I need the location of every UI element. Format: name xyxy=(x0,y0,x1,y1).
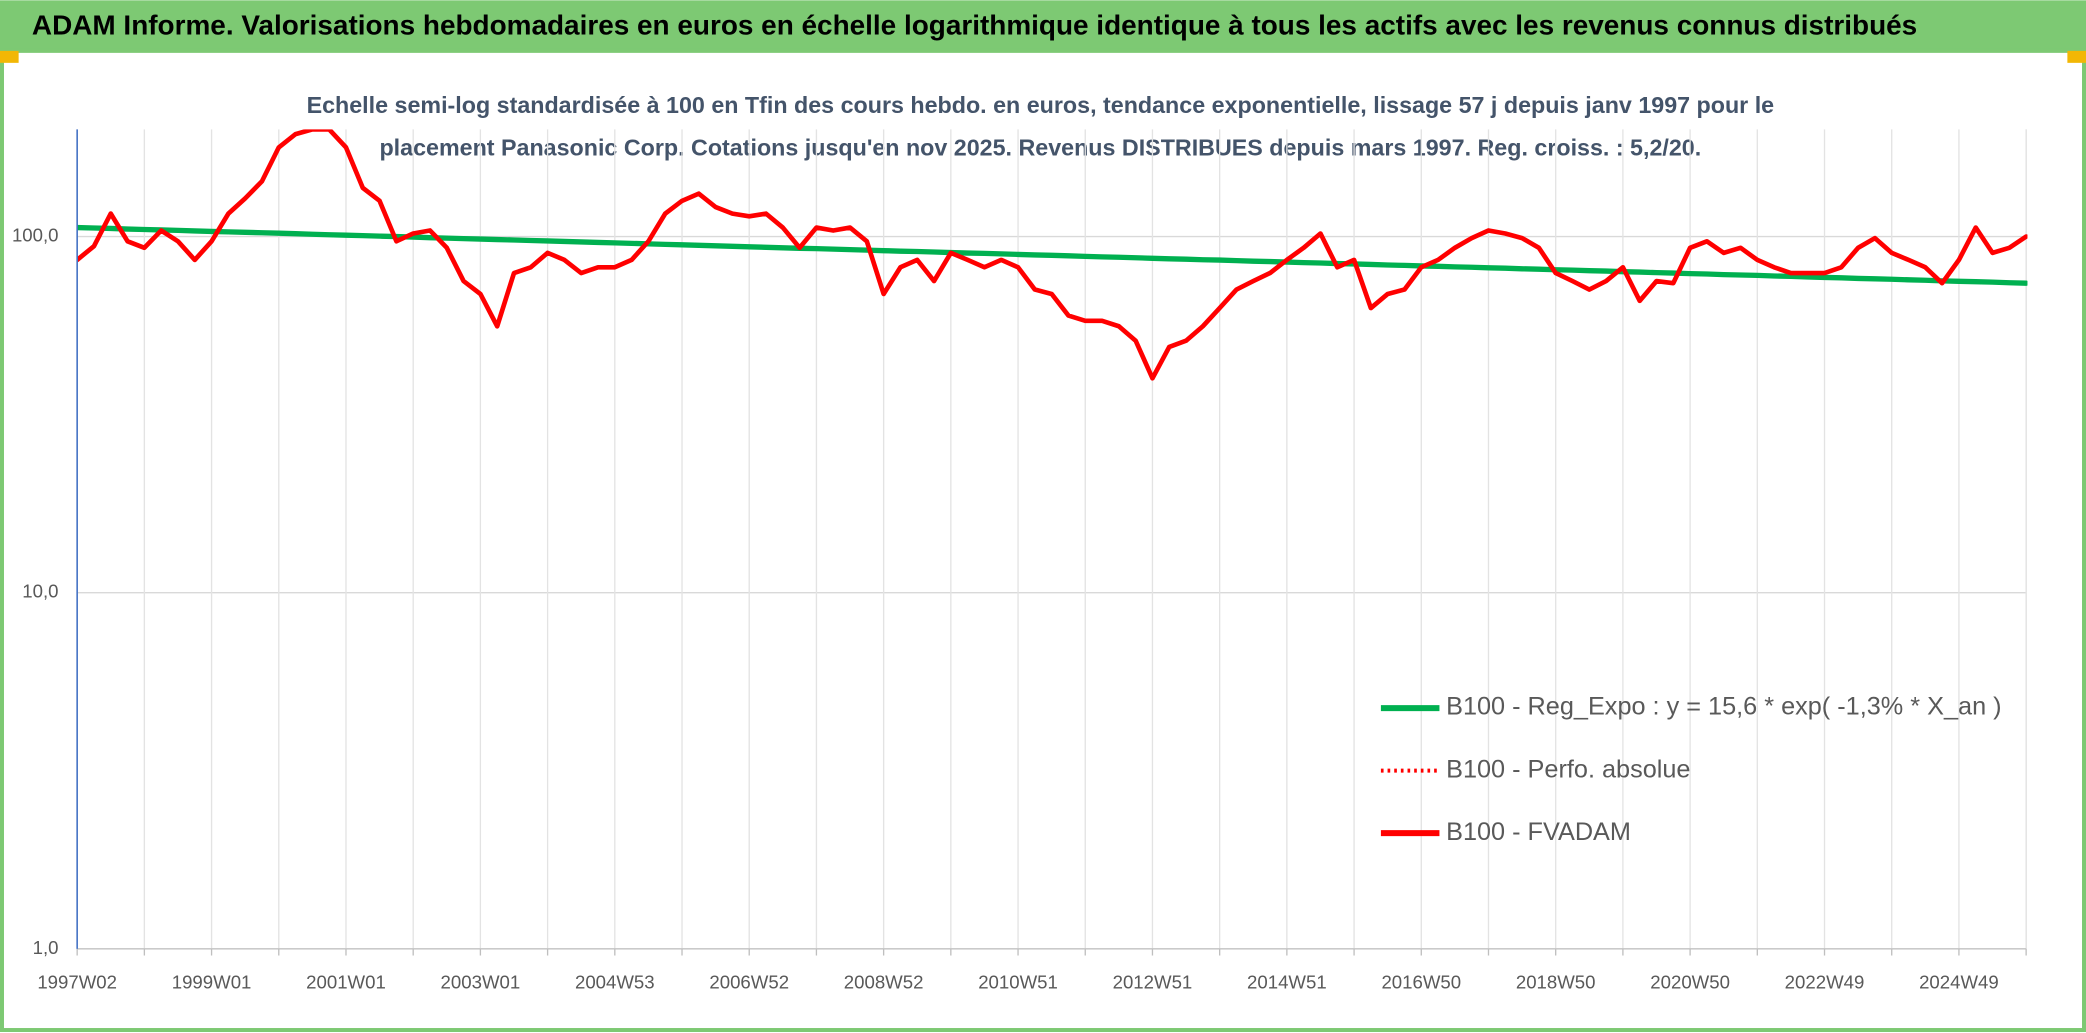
x-tick-label: 2010W51 xyxy=(978,971,1058,992)
plot-area xyxy=(77,129,2028,381)
header-title: ADAM Informe. Valorisations hebdomadaire… xyxy=(32,9,1917,40)
series-line xyxy=(77,129,2028,381)
y-tick-label: 1,0 xyxy=(33,937,59,958)
x-tick-label: 2012W51 xyxy=(1113,971,1193,992)
legend-label: B100 - Perfo. absolue xyxy=(1446,755,1690,783)
grid xyxy=(77,129,2027,950)
x-tick-label: 2004W53 xyxy=(575,971,655,992)
chart-title: placement Panasonic Corp. Cotations jusq… xyxy=(379,134,1701,160)
corner-left xyxy=(0,50,19,63)
header-bar xyxy=(0,0,2086,51)
legend-label: B100 - FVADAM xyxy=(1446,818,1631,846)
x-tick-label: 2006W52 xyxy=(709,971,789,992)
x-tick-label: 2024W49 xyxy=(1919,971,1999,992)
corner-right xyxy=(2067,50,2086,63)
y-tick-label: 10,0 xyxy=(22,581,58,602)
x-tick-label: 2016W50 xyxy=(1381,971,1461,992)
legend: B100 - Reg_Expo : y = 15,6 * exp( -1,3% … xyxy=(1380,693,2002,846)
x-tick-label: 2014W51 xyxy=(1247,971,1327,992)
x-tick-label: 2018W50 xyxy=(1516,971,1596,992)
x-tick-label: 2020W50 xyxy=(1650,971,1730,992)
x-tick-label: 1999W01 xyxy=(172,971,252,992)
x-tick-label: 2003W01 xyxy=(441,971,521,992)
y-tick-label: 100,0 xyxy=(12,224,59,245)
x-tick-label: 2008W52 xyxy=(844,971,924,992)
frame xyxy=(0,48,2086,1033)
x-tick-label: 1997W02 xyxy=(37,971,117,992)
chart-title: Echelle semi-log standardisée à 100 en T… xyxy=(307,92,1775,118)
legend-label: B100 - Reg_Expo : y = 15,6 * exp( -1,3% … xyxy=(1446,693,2001,721)
x-tick-label: 2022W49 xyxy=(1785,971,1865,992)
axes: 1,0 10,0 100,0 1997W02 1999W01 2001W01 2003W01… xyxy=(12,129,2027,992)
x-tick-label: 2001W01 xyxy=(306,971,386,992)
